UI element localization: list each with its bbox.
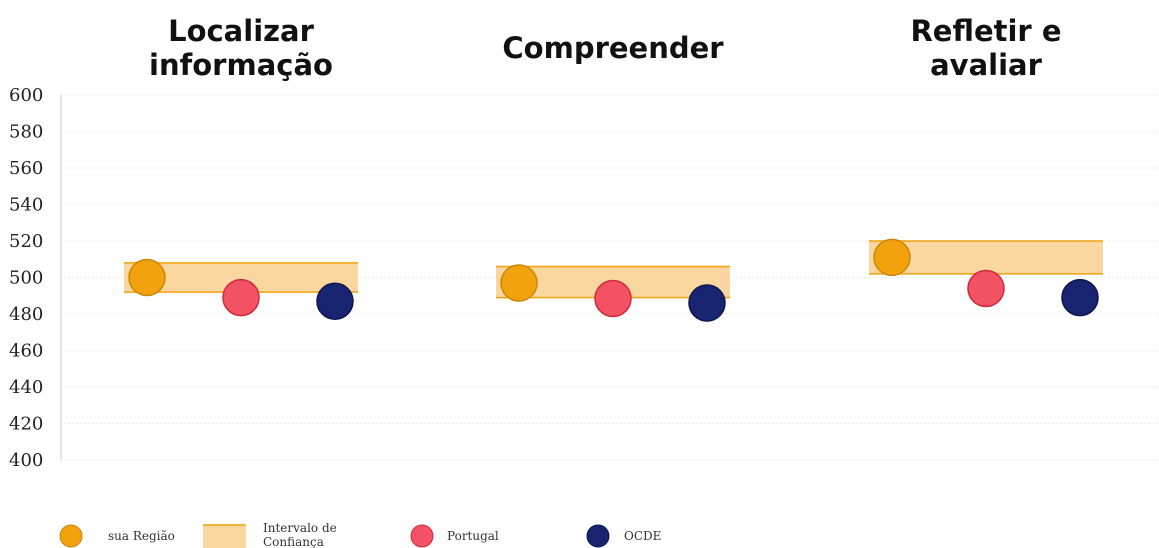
legend: sua Região Intervalo de Confiança Portugal O… bbox=[59, 521, 661, 548]
panel-title-line: avaliar bbox=[930, 48, 1042, 82]
legend-label: sua Região bbox=[108, 529, 175, 543]
y-tick-label: 400 bbox=[9, 450, 43, 471]
legend-label: Portugal bbox=[447, 529, 499, 543]
point-ocde bbox=[688, 284, 726, 322]
legend-label: OCDE bbox=[624, 529, 661, 543]
point-portugal bbox=[967, 269, 1005, 308]
point-portugal bbox=[594, 279, 632, 318]
point-portugal bbox=[222, 278, 260, 317]
y-tick-label: 480 bbox=[9, 304, 43, 325]
y-tick-label: 420 bbox=[9, 414, 43, 435]
legend-swatch-portugal bbox=[410, 524, 434, 548]
y-tick-label: 460 bbox=[9, 341, 43, 362]
panel-title-line: Compreender bbox=[502, 31, 724, 65]
y-tick-label: 540 bbox=[9, 195, 43, 216]
y-tick-label: 580 bbox=[9, 122, 43, 143]
y-tick-label: 500 bbox=[9, 268, 43, 289]
point-sua-regiao bbox=[873, 238, 911, 277]
data-points bbox=[128, 238, 1099, 322]
y-axis-ticks: 400 420 440 460 480 500 520 540 560 580 600 bbox=[9, 85, 43, 471]
point-sua-regiao bbox=[128, 258, 166, 297]
y-tick-label: 520 bbox=[9, 231, 43, 252]
point-ocde bbox=[1061, 278, 1099, 317]
legend-swatch-intervalo-de-confianca bbox=[203, 525, 246, 548]
panel-titles: Localizar informação Compreender Refletir e… bbox=[149, 14, 1061, 82]
panel-title-line: Refletir e bbox=[910, 14, 1061, 48]
panel-title: Compreender bbox=[502, 31, 724, 65]
point-sua-regiao bbox=[500, 264, 538, 302]
y-tick-label: 600 bbox=[9, 85, 43, 106]
panel-title: Refletir e avaliar bbox=[910, 14, 1061, 82]
panel-title-line: informação bbox=[149, 48, 333, 82]
y-tick-label: 560 bbox=[9, 158, 43, 179]
panel-title: Localizar informação bbox=[149, 14, 333, 82]
panel-title-line: Localizar bbox=[168, 14, 314, 48]
point-ocde bbox=[316, 282, 354, 320]
legend-swatch-ocde bbox=[586, 524, 610, 548]
legend-label: Intervalo de Confiança bbox=[263, 521, 337, 548]
y-tick-label: 440 bbox=[9, 377, 43, 398]
legend-swatch-sua-regiao bbox=[59, 524, 83, 548]
